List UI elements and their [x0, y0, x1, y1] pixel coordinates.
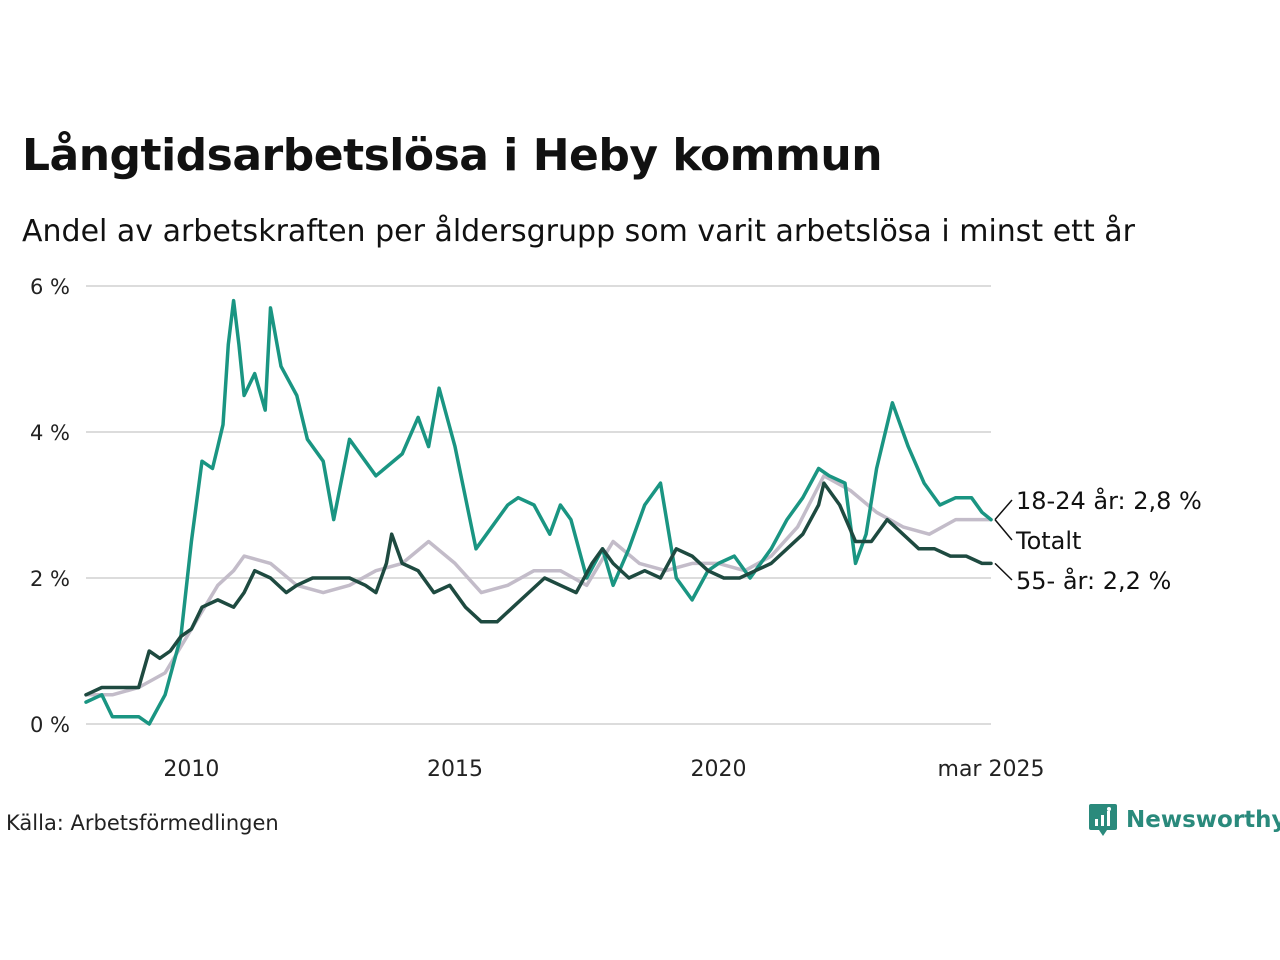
line-chart: 0 % 2 % 4 % 6 % 2010 2015 2020 mar 2025 18-24 …	[30, 275, 1202, 782]
series-end-label: Totalt	[1015, 527, 1081, 555]
series-line-2	[84, 481, 993, 697]
leader-line	[994, 519, 1013, 541]
y-tick-label: 4 %	[30, 421, 70, 445]
brand-logo[interactable]: Newsworthy	[1088, 803, 1280, 837]
y-tick-label: 0 %	[30, 713, 70, 737]
series-end-label: 18-24 år: 2,8 %	[1016, 486, 1202, 515]
series-line-0	[84, 474, 993, 697]
x-tick-label: 2015	[427, 757, 483, 782]
series-lines	[84, 298, 993, 726]
series-end-label: 55- år: 2,2 %	[1016, 566, 1171, 595]
x-tick-label: 2010	[163, 757, 219, 782]
grid-lines	[86, 285, 991, 725]
y-tick-label: 6 %	[30, 275, 70, 299]
leader-line	[994, 562, 1013, 581]
y-tick-label: 2 %	[30, 567, 70, 591]
end-labels: 18-24 år: 2,8 % Totalt 55- år: 2,2 %	[994, 486, 1202, 595]
bar-chart-icon	[1089, 804, 1117, 836]
x-tick-label: 2020	[690, 757, 746, 782]
chart-subtitle: Andel av arbetskraften per åldersgrupp s…	[22, 214, 1135, 249]
chart-title: Långtidsarbetslösa i Heby kommun	[22, 130, 883, 181]
x-axis-ticks: 2010 2015 2020 mar 2025	[163, 757, 1044, 782]
x-tick-label: mar 2025	[938, 757, 1045, 782]
source-note: Källa: Arbetsförmedlingen	[6, 811, 279, 835]
series-line-1	[84, 298, 993, 726]
leader-line	[994, 499, 1013, 521]
brand-name: Newsworthy	[1126, 807, 1280, 833]
y-axis-ticks: 0 % 2 % 4 % 6 %	[30, 275, 70, 737]
